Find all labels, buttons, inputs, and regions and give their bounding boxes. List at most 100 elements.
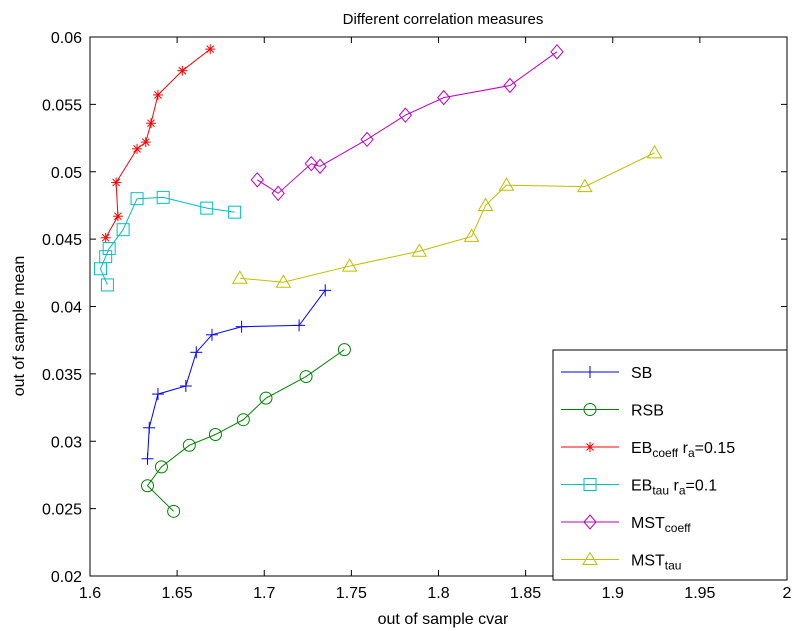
- data-point-ray: [147, 119, 155, 128]
- y-tick-label: 0.05: [51, 165, 82, 182]
- legend-label-suffix: r: [678, 440, 688, 457]
- y-tick-label: 0.06: [51, 30, 82, 47]
- data-point: [235, 320, 248, 333]
- legend-label-suffix-sub: a: [679, 484, 686, 498]
- data-point: [167, 504, 181, 518]
- data-point-ray: [141, 138, 150, 146]
- legend-label-main: MST: [631, 553, 665, 570]
- data-point: [293, 319, 306, 332]
- data-point: [275, 274, 292, 288]
- data-point-ray: [133, 144, 141, 153]
- legend-label-sub: tau: [665, 559, 682, 573]
- data-point: [360, 131, 374, 148]
- data-point-ray: [154, 91, 162, 99]
- legend-entry: EBtau ra=0.1: [561, 478, 717, 498]
- legend-entry: SB: [561, 365, 652, 382]
- series-5: [231, 144, 663, 288]
- data-point: [477, 197, 494, 211]
- legend-label: EBtau ra=0.1: [631, 478, 717, 498]
- series-1: [141, 343, 351, 518]
- legend-swatch-marker: [582, 551, 598, 565]
- data-point: [100, 278, 114, 292]
- data-point: [205, 328, 218, 341]
- series-line: [146, 349, 345, 512]
- legend-label-sub: coeff: [665, 521, 691, 535]
- data-point: [313, 158, 327, 175]
- legend-swatch-marker: [584, 366, 596, 378]
- data-point: [151, 388, 164, 401]
- data-point-ray: [178, 66, 187, 75]
- data-point: [190, 346, 203, 359]
- x-tick-label: 1.6: [79, 585, 101, 602]
- x-tick-label: 1.75: [336, 585, 367, 602]
- data-point: [99, 250, 113, 264]
- data-point: [140, 137, 151, 148]
- legend-swatch-marker: [585, 442, 595, 452]
- data-point: [111, 177, 122, 188]
- x-tick-label: 1.8: [427, 585, 449, 602]
- data-point: [231, 270, 248, 284]
- legend-label-main: EB: [631, 478, 652, 495]
- y-axis-label: out of sample mean: [11, 256, 28, 397]
- series-2: [100, 44, 216, 243]
- data-point: [271, 185, 285, 202]
- x-tick-label: 1.7: [253, 585, 275, 602]
- data-point: [250, 172, 264, 188]
- series-line: [99, 196, 235, 286]
- data-point: [182, 438, 196, 452]
- data-point: [100, 232, 111, 243]
- data-point: [304, 155, 318, 172]
- data-point: [299, 370, 313, 384]
- data-point: [102, 242, 116, 256]
- data-point: [179, 380, 192, 393]
- legend-label-suffix-tail: =0.1: [686, 478, 718, 495]
- legend-box: [552, 349, 788, 581]
- data-point: [141, 479, 155, 493]
- legend-label: RSB: [631, 403, 664, 420]
- data-point: [576, 178, 593, 193]
- data-point: [341, 258, 358, 272]
- y-tick-label: 0.025: [42, 502, 82, 519]
- legend-entry: MSTtau: [561, 551, 681, 573]
- data-point: [130, 192, 144, 206]
- legend-label-sub: coeff: [652, 446, 678, 460]
- series-0: [141, 284, 332, 465]
- data-point: [143, 421, 156, 434]
- data-point: [177, 65, 188, 76]
- data-point: [156, 190, 170, 204]
- legend-swatch-marker-ray: [586, 443, 594, 451]
- x-tick-label: 1.85: [510, 585, 541, 602]
- legend-label-main: EB: [631, 440, 652, 457]
- legend-label: MSTtau: [631, 553, 681, 573]
- series-4: [250, 44, 564, 202]
- legend-swatch-marker: [583, 403, 597, 416]
- x-tick-label: 1.9: [602, 585, 624, 602]
- x-tick-label: 2: [783, 585, 792, 602]
- legend-label: MSTcoeff: [631, 515, 691, 535]
- data-point: [646, 144, 663, 159]
- y-tick-label: 0.045: [42, 232, 82, 249]
- legend-label-suffix-sub: a: [688, 446, 695, 460]
- data-point-ray: [101, 233, 110, 242]
- legend-label-main: MST: [631, 515, 665, 532]
- data-point: [259, 391, 273, 405]
- legend-label-main: SB: [631, 365, 652, 382]
- x-axis-label: out of sample cvar: [378, 611, 509, 628]
- legend-entry: EBcoeff ra=0.15: [561, 440, 735, 460]
- y-tick-label: 0.055: [42, 97, 82, 114]
- data-point-ray: [206, 45, 215, 54]
- x-tick-label: 1.65: [162, 585, 193, 602]
- legend-entry: RSB: [561, 403, 664, 420]
- y-tick-label: 0.02: [51, 569, 82, 586]
- legend-entry: MSTcoeff: [561, 514, 691, 535]
- legend-label-sub: tau: [652, 484, 669, 498]
- data-point: [145, 118, 156, 129]
- data-point-ray: [112, 178, 121, 187]
- plot-area: 1.6 1.65 1.7 1.75 1.8 1.85 1.9 1.95 2 0.02 0.025 0.…: [42, 30, 792, 602]
- data-point: [236, 413, 250, 427]
- data-point: [152, 89, 163, 100]
- data-point: [463, 228, 480, 242]
- legend-swatch-marker: [583, 478, 597, 491]
